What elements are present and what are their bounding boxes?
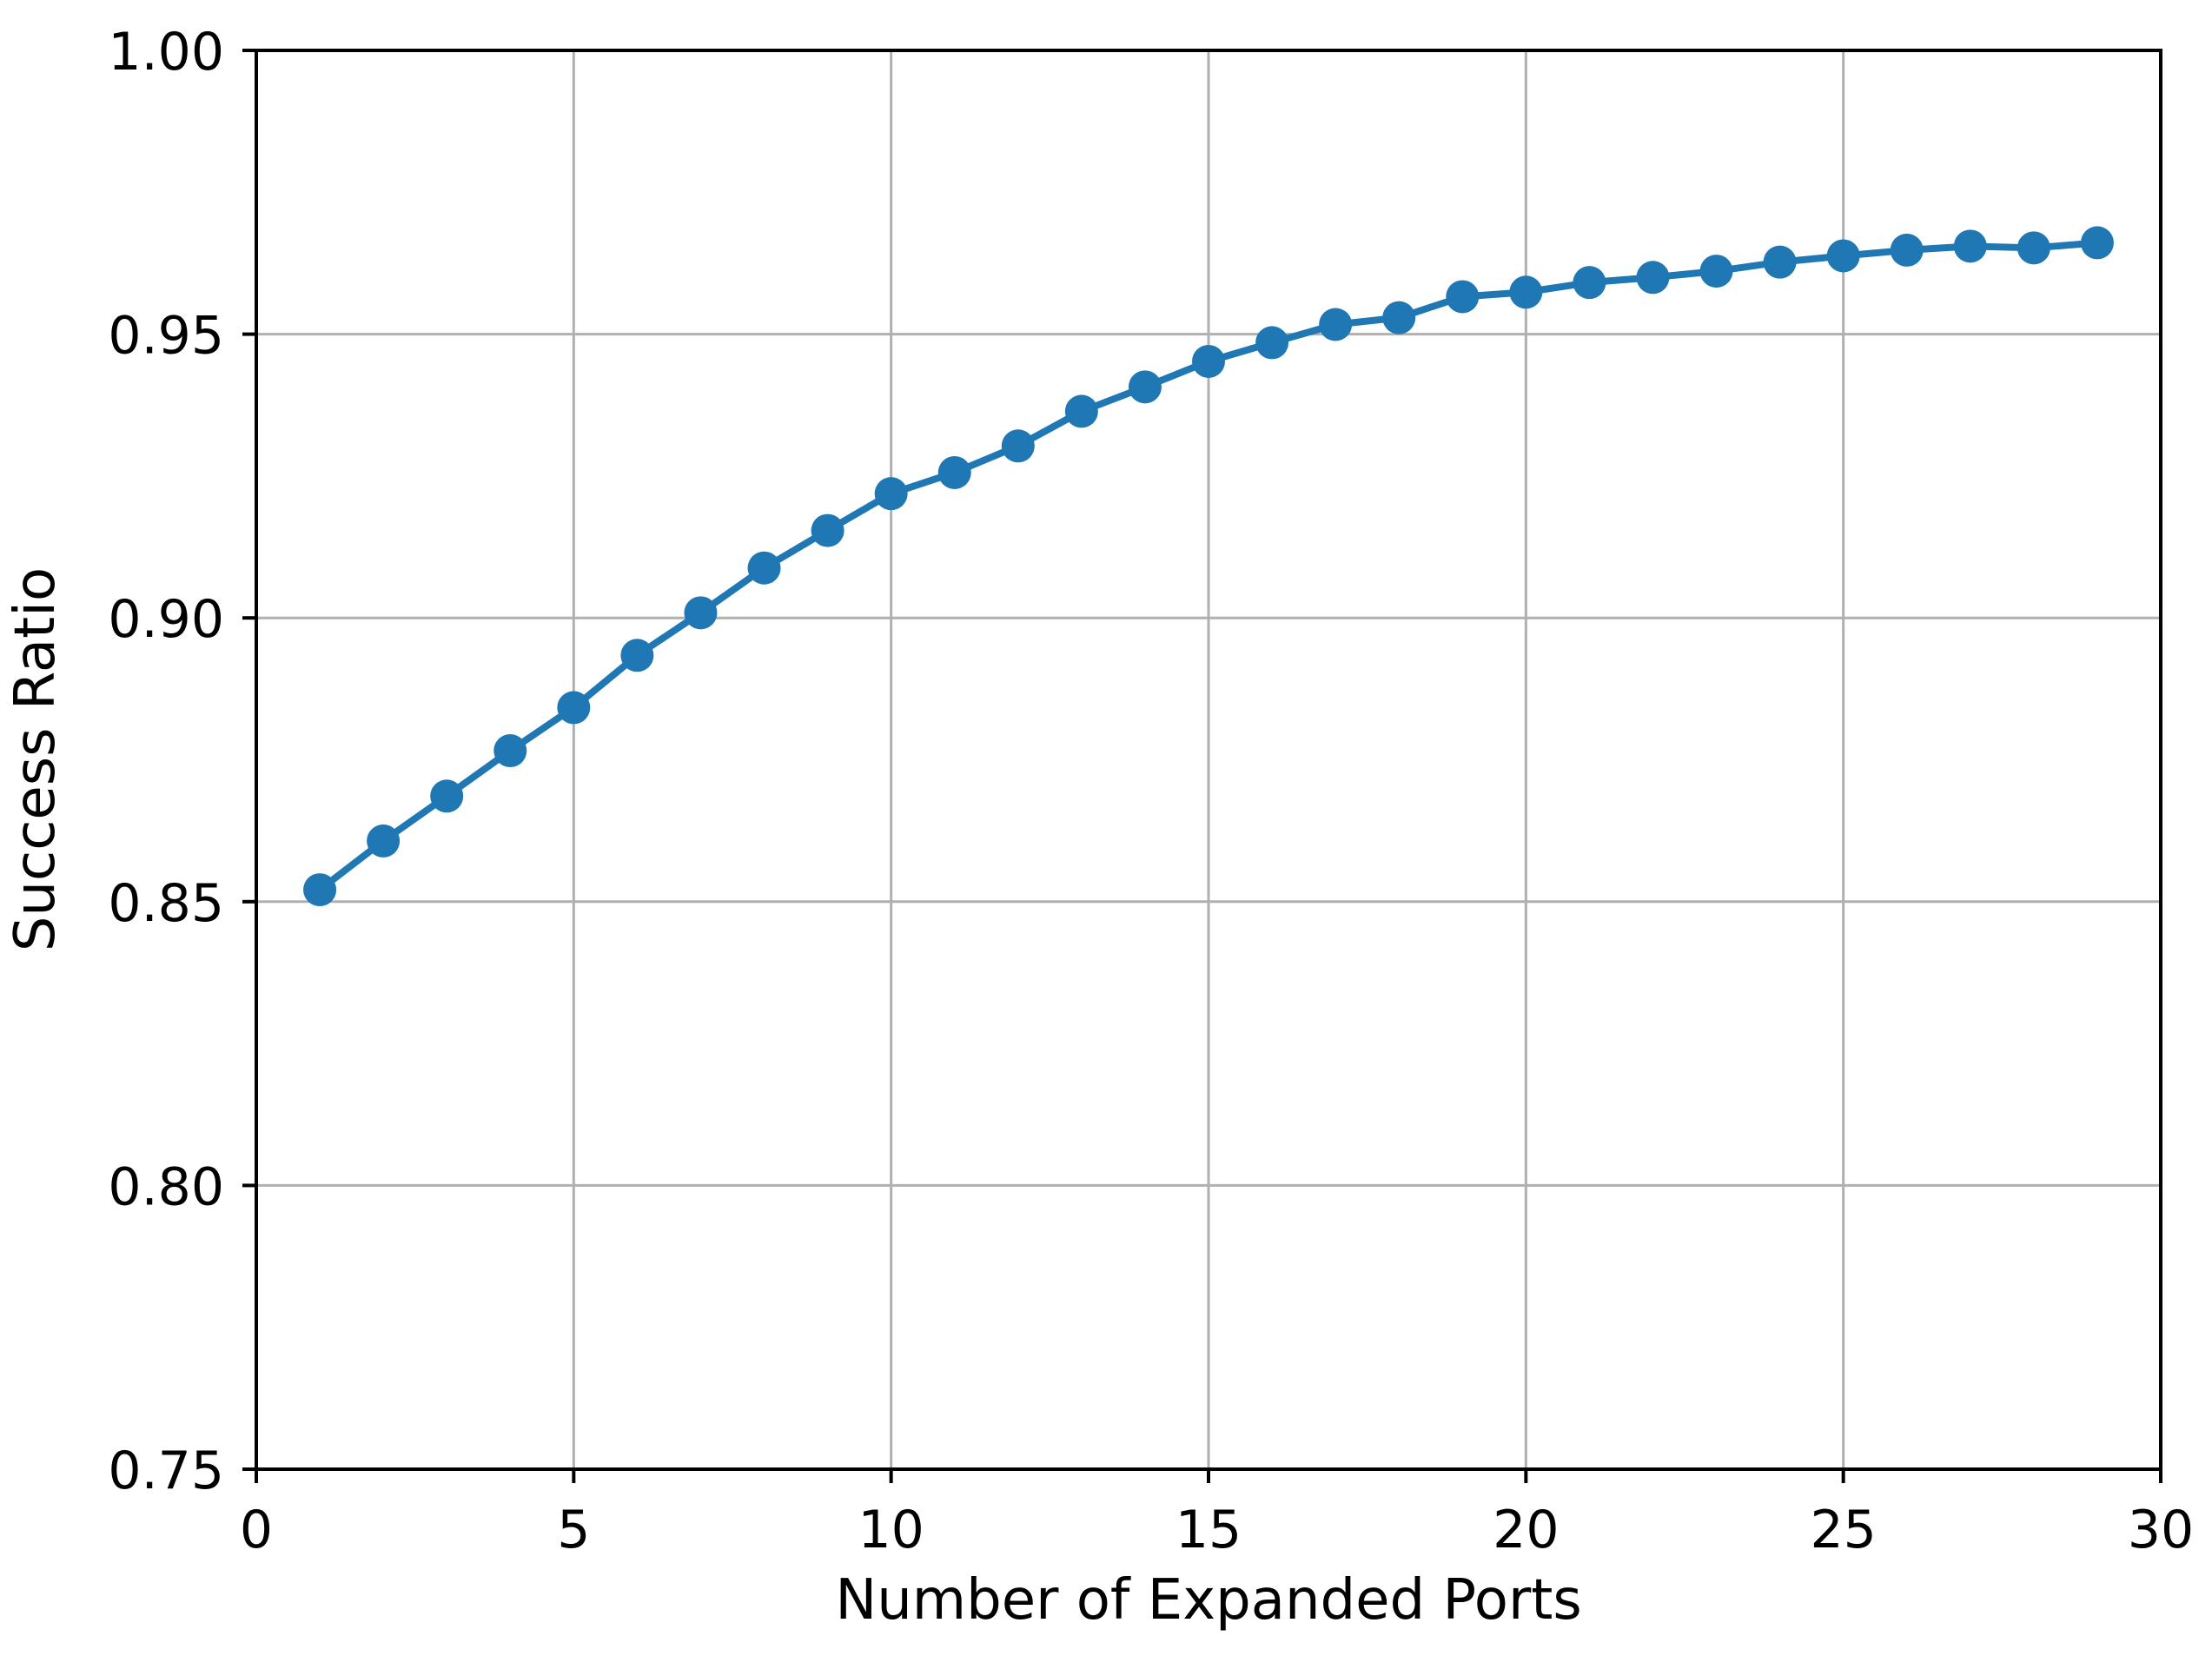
data-point-marker [1255, 326, 1289, 360]
data-point-marker [1001, 429, 1035, 463]
gridlines [256, 50, 2161, 1469]
data-point-marker [937, 455, 971, 489]
x-tick-label: 20 [1493, 1500, 1559, 1560]
data-point-marker [303, 873, 337, 907]
y-axis-label: Success Ratio [3, 567, 68, 951]
y-tick-label: 0.75 [108, 1441, 224, 1501]
data-point-marker [1953, 229, 1987, 263]
x-tick-label: 30 [2128, 1500, 2194, 1560]
y-tick-label: 1.00 [108, 22, 224, 83]
data-point-marker [2017, 231, 2050, 265]
data-point-marker [557, 691, 591, 725]
data-point-marker [1509, 275, 1543, 309]
data-point-marker [2080, 226, 2114, 260]
data-point-marker [1763, 245, 1797, 279]
data-point-marker [1128, 370, 1162, 404]
data-point-marker [430, 779, 464, 813]
x-tick-label: 25 [1810, 1500, 1876, 1560]
data-point-marker [1382, 301, 1416, 335]
data-point-marker [684, 596, 718, 630]
data-point-marker [367, 824, 401, 858]
data-point-marker [1446, 280, 1480, 314]
data-point-marker [811, 513, 844, 547]
y-tick-label: 0.80 [108, 1156, 224, 1217]
x-axis-label: Number of Expanded Ports [835, 1568, 1581, 1633]
data-point-marker [1573, 266, 1606, 300]
data-point-marker [493, 734, 527, 768]
x-tick-label: 15 [1176, 1500, 1242, 1560]
axis-ticks [242, 49, 2162, 1483]
x-tick-labels: 0 5 10 15 20 25 30 [240, 1500, 2194, 1560]
x-tick-label: 0 [240, 1500, 273, 1560]
data-point-marker [747, 551, 781, 585]
data-point-marker [620, 639, 654, 672]
data-point-marker [1826, 239, 1860, 273]
data-point-marker [874, 477, 908, 511]
data-point-marker [1890, 233, 1924, 267]
data-point-marker [1064, 394, 1098, 428]
y-tick-label: 0.95 [108, 306, 224, 367]
x-tick-label: 5 [557, 1500, 590, 1560]
y-tick-labels: 0.75 0.80 0.85 0.90 0.95 1.00 [108, 22, 224, 1501]
data-point-marker [1699, 255, 1733, 288]
y-tick-label: 0.85 [108, 873, 224, 934]
data-series [303, 226, 2114, 907]
x-tick-label: 10 [858, 1500, 924, 1560]
data-point-marker [1636, 261, 1670, 295]
data-point-marker [1319, 308, 1353, 341]
data-point-marker [1192, 344, 1225, 378]
y-tick-label: 0.90 [108, 589, 224, 650]
